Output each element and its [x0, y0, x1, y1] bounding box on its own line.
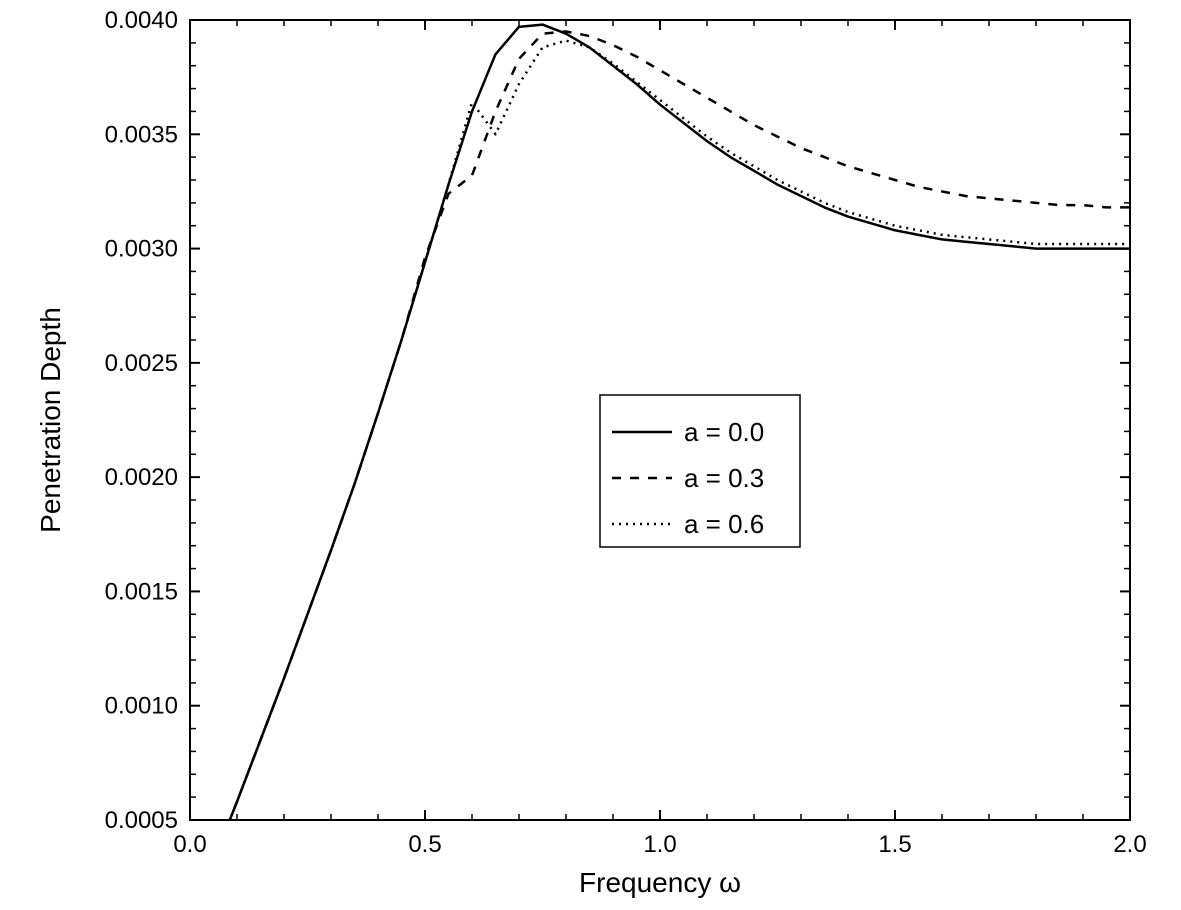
y-tick-label: 0.0005: [105, 807, 178, 834]
y-axis-label: Penetration Depth: [35, 307, 66, 533]
legend-item-label: a = 0.6: [684, 509, 764, 539]
y-tick-label: 0.0030: [105, 236, 178, 263]
x-tick-label: 1.0: [643, 831, 676, 858]
y-tick-label: 0.0015: [105, 578, 178, 605]
x-tick-label: 0.0: [173, 831, 206, 858]
x-tick-label: 0.5: [408, 831, 441, 858]
y-tick-label: 0.0025: [105, 350, 178, 377]
line-chart: 0.0 0.5 1.0 1.5 2.0 0.0005 0.0010 0.0015 0.0020 0…: [0, 0, 1181, 910]
chart-container: 0.0 0.5 1.0 1.5 2.0 0.0005 0.0010 0.0015 0.0020 0…: [0, 0, 1181, 910]
legend-item-label: a = 0.3: [684, 463, 764, 493]
y-tick-label: 0.0035: [105, 121, 178, 148]
y-tick-label: 0.0010: [105, 693, 178, 720]
x-tick-label: 2.0: [1113, 831, 1146, 858]
x-tick-label: 1.5: [878, 831, 911, 858]
x-axis-label: Frequency ω: [579, 867, 741, 898]
legend-item-label: a = 0.0: [684, 417, 764, 447]
y-tick-label: 0.0020: [105, 464, 178, 491]
y-tick-label: 0.0040: [105, 7, 178, 34]
